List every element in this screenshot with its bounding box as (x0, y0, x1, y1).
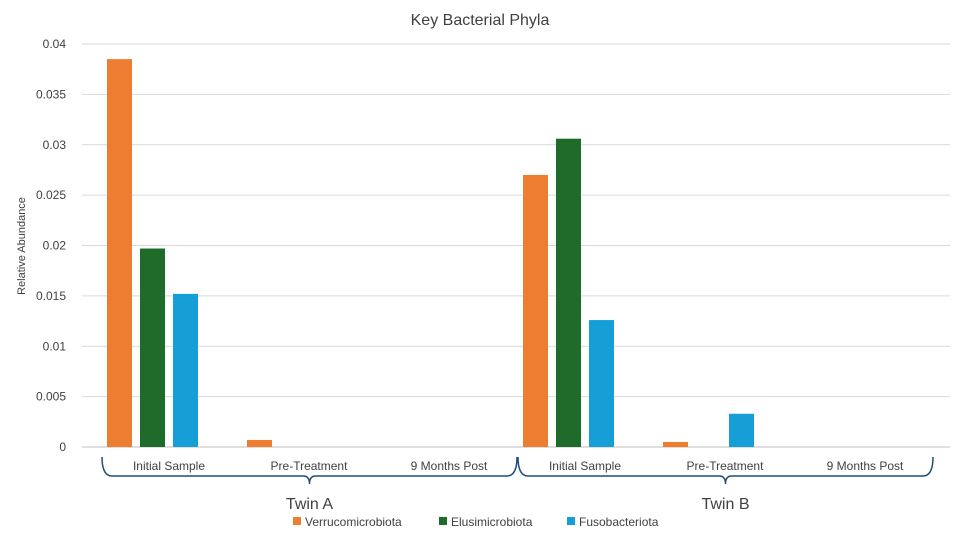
bars (107, 59, 754, 448)
bar-verrucomicrobiota (663, 441, 688, 447)
y-tick-label: 0.025 (36, 188, 66, 202)
group-label: Twin B (701, 496, 749, 513)
legend-label: Elusimicrobiota (451, 515, 533, 529)
group-brace (517, 456, 934, 485)
bar-fusobacteriota (589, 320, 614, 447)
y-tick-label: 0.01 (43, 339, 67, 353)
bar-fusobacteriota (729, 413, 754, 447)
group-brace (101, 456, 518, 485)
group-label: Twin A (286, 496, 333, 513)
bar-verrucomicrobiota (247, 439, 272, 447)
y-axis-ticks: 0 0.005 0.01 0.015 0.02 0.025 0.03 0.035 0.04 (36, 37, 66, 454)
legend-label: Fusobacteriota (579, 515, 659, 529)
bar-elusimicrobiota (556, 138, 581, 447)
group-labels: Twin A Twin B (286, 496, 750, 513)
bar-verrucomicrobiota (523, 174, 548, 447)
y-tick-label: 0.02 (43, 239, 67, 253)
category-labels: Initial Sample Pre-Treatment 9 Months Post… (133, 459, 904, 473)
category-label: 9 Months Post (827, 459, 904, 473)
bar-fusobacteriota (173, 293, 198, 447)
y-tick-label: 0.04 (43, 37, 67, 51)
category-label: Pre-Treatment (687, 459, 765, 473)
y-tick-label: 0.035 (36, 87, 66, 101)
legend-swatch (567, 517, 575, 525)
legend-swatch (293, 517, 301, 525)
chart-title: Key Bacterial Phyla (411, 12, 550, 29)
y-axis-label: Relative Abundance (16, 197, 28, 295)
gridlines (82, 43, 950, 448)
category-label: Pre-Treatment (271, 459, 349, 473)
legend-label: Verrucomicrobiota (305, 515, 402, 529)
legend-swatch (439, 517, 447, 525)
legend: Verrucomicrobiota Elusimicrobiota Fusobact… (293, 515, 659, 529)
y-tick-label: 0 (59, 440, 66, 454)
group-braces (101, 456, 934, 485)
category-label: Initial Sample (549, 459, 621, 473)
bar-elusimicrobiota (140, 248, 165, 447)
y-tick-label: 0.005 (36, 390, 66, 404)
bar-verrucomicrobiota (107, 59, 132, 448)
category-label: 9 Months Post (411, 459, 488, 473)
y-tick-label: 0.015 (36, 289, 66, 303)
category-label: Initial Sample (133, 459, 205, 473)
y-tick-label: 0.03 (43, 138, 67, 152)
